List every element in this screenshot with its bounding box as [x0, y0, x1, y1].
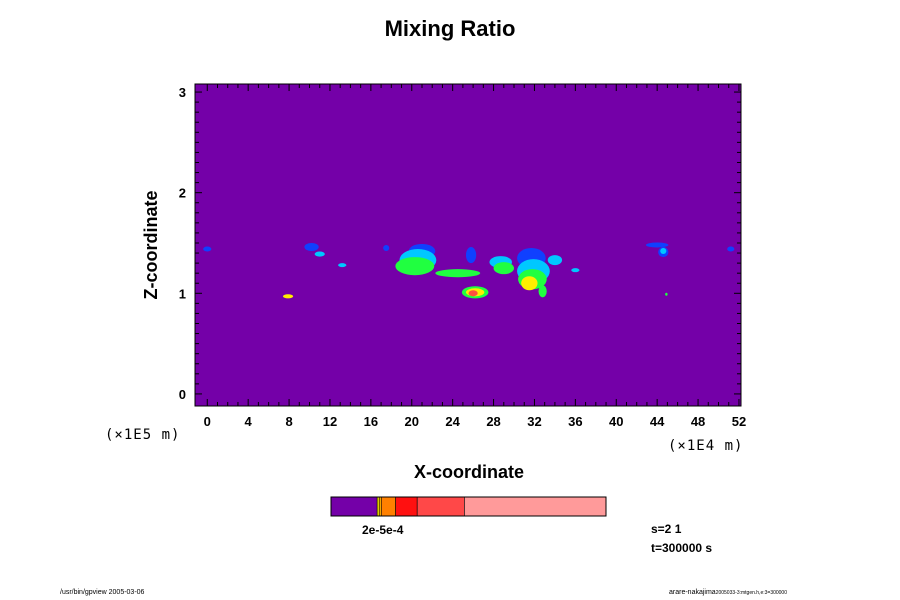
- data-blob: [338, 263, 347, 268]
- x-tick-label: 28: [486, 414, 500, 429]
- chart-title: Mixing Ratio: [384, 16, 516, 41]
- data-blob: [203, 246, 212, 252]
- colorbar-segment: [376, 496, 380, 517]
- x-tick-label: 20: [405, 414, 419, 429]
- colorbar-border: [330, 496, 607, 517]
- colorbar-segment: [464, 496, 607, 517]
- x-tick-label: 52: [732, 414, 746, 429]
- plot-frame: [194, 83, 742, 407]
- y-tick-label: 2: [179, 186, 186, 201]
- data-blob: [304, 242, 319, 252]
- y-tick-label: 3: [179, 85, 186, 100]
- colorbar-segment: [378, 496, 382, 517]
- x-tick-label: 24: [445, 414, 460, 429]
- x-tick-label: 40: [609, 414, 623, 429]
- info-s-label: s=2 1: [651, 522, 682, 536]
- data-blob: [468, 290, 478, 297]
- x-tick-label: 16: [364, 414, 378, 429]
- x-tick-label: 44: [650, 414, 665, 429]
- x-tick-label: 0: [204, 414, 211, 429]
- data-blob: [521, 276, 538, 291]
- colorbar-labels: 2e-5e-4: [362, 523, 404, 537]
- data-blob: [665, 292, 668, 296]
- y-axis-title: Z-coordinate: [141, 190, 161, 299]
- y-tick-label: 1: [179, 286, 186, 301]
- footer-right-main: arare-nakajima: [669, 589, 716, 596]
- data-blob: [493, 262, 515, 275]
- x-tick-label: 48: [691, 414, 705, 429]
- data-blob: [314, 251, 325, 257]
- data-blob: [395, 257, 435, 276]
- x-tick-label: 32: [527, 414, 541, 429]
- data-blob: [660, 248, 667, 255]
- x-tick-label: 36: [568, 414, 582, 429]
- colorbar-segment: [380, 496, 396, 517]
- x-tick-label: 8: [285, 414, 292, 429]
- data-layer: [203, 242, 735, 299]
- data-blob: [645, 242, 669, 248]
- data-blob: [435, 269, 481, 278]
- x-tick-label: 12: [323, 414, 337, 429]
- axis-ticks: [195, 84, 741, 406]
- data-blob: [383, 245, 390, 252]
- x-axis-title: X-coordinate: [414, 462, 524, 482]
- data-blob: [571, 268, 580, 273]
- info-t-label: t=300000 s: [651, 541, 713, 555]
- x-tick-label: 4: [245, 414, 253, 429]
- data-blob: [282, 294, 294, 299]
- x-scale-note: (×1E4 m): [668, 438, 743, 454]
- colorbar: [330, 496, 607, 517]
- footer-right-text: arare-nakajima2005033-3:mtgen.h,e:3=3000…: [669, 589, 787, 596]
- y-scale-note: (×1E5 m): [105, 427, 180, 443]
- data-blob: [727, 246, 735, 252]
- colorbar-segment: [395, 496, 418, 517]
- footer-left-text: /usr/bin/gpview 2005-03-06: [60, 589, 145, 596]
- y-tick-label: 0: [179, 387, 186, 402]
- data-blob: [538, 285, 547, 298]
- data-blob: [465, 247, 477, 264]
- colorbar-segment: [416, 496, 465, 517]
- plot-area: [194, 83, 742, 407]
- data-blob: [547, 255, 563, 266]
- footer-right-small: 2005033-3:mtgen.h,e:3=300000: [715, 590, 787, 596]
- colorbar-segment: [330, 496, 378, 517]
